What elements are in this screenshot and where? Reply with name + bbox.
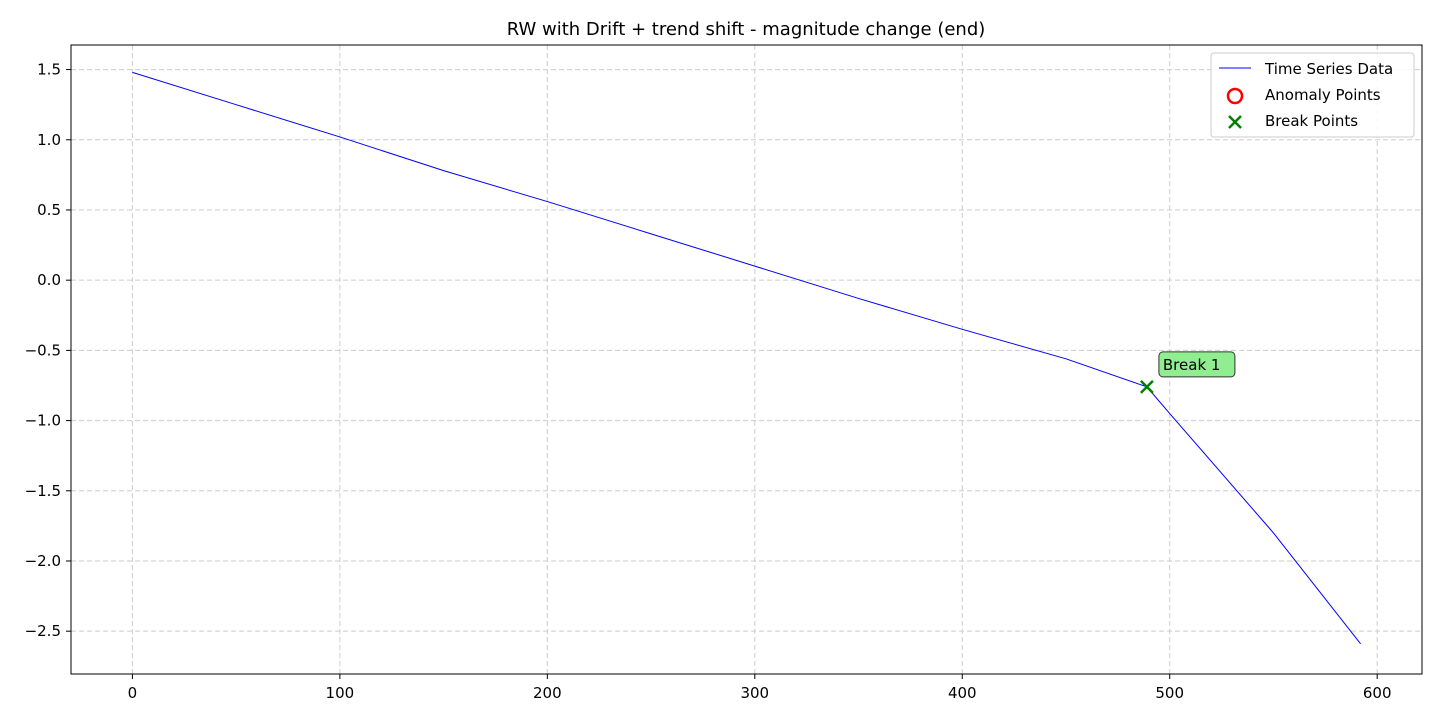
- y-tick-label: 0.5: [37, 201, 61, 219]
- legend-key-x: [1228, 115, 1242, 129]
- x-tick-label: 100: [326, 684, 355, 702]
- y-tick-label: −2.0: [25, 552, 61, 570]
- legend-label: Break Points: [1265, 112, 1358, 130]
- y-tick-label: 1.0: [37, 131, 61, 149]
- legend-label: Time Series Data: [1264, 60, 1393, 78]
- annotation-label: Break 1: [1163, 356, 1221, 374]
- plot-frame: [70, 44, 1423, 675]
- y-tick-label: 1.5: [37, 61, 61, 79]
- axes: 0 100 200 300 400 500 600 1.5 1.0 0.5 0.0 −0.5 −1.0 −…: [25, 44, 1423, 702]
- y-tick-label: −2.5: [25, 622, 61, 640]
- annotations: Break 1: [1158, 351, 1236, 378]
- break-marker-stroke: [1140, 379, 1154, 394]
- break-point-marker: [1140, 379, 1154, 394]
- series-line-time-series-data: [132, 71, 1361, 645]
- series-layer: [132, 71, 1361, 645]
- legend-label: Anomaly Points: [1265, 86, 1381, 104]
- legend-key-circle: [1226, 87, 1244, 105]
- x-tick-label: 200: [533, 684, 562, 702]
- legend: Time Series Data Anomaly Points Break Poin…: [1210, 52, 1415, 138]
- legend-box: [1210, 52, 1415, 138]
- y-tick-label: −1.5: [25, 482, 61, 500]
- x-tick-label: 400: [948, 684, 977, 702]
- y-tick-label: −1.0: [25, 412, 61, 430]
- annotation-box: [1158, 351, 1236, 378]
- x-tick-label: 300: [740, 684, 769, 702]
- x-tick-label: 0: [128, 684, 138, 702]
- break-annotation: Break 1: [1158, 351, 1236, 378]
- x-tick-label: 500: [1155, 684, 1184, 702]
- x-tick-label: 600: [1363, 684, 1392, 702]
- y-tick-label: −0.5: [25, 341, 61, 359]
- chart-title: RW with Drift + trend shift - magnitude …: [507, 19, 986, 40]
- y-tick-label: 0.0: [37, 271, 61, 289]
